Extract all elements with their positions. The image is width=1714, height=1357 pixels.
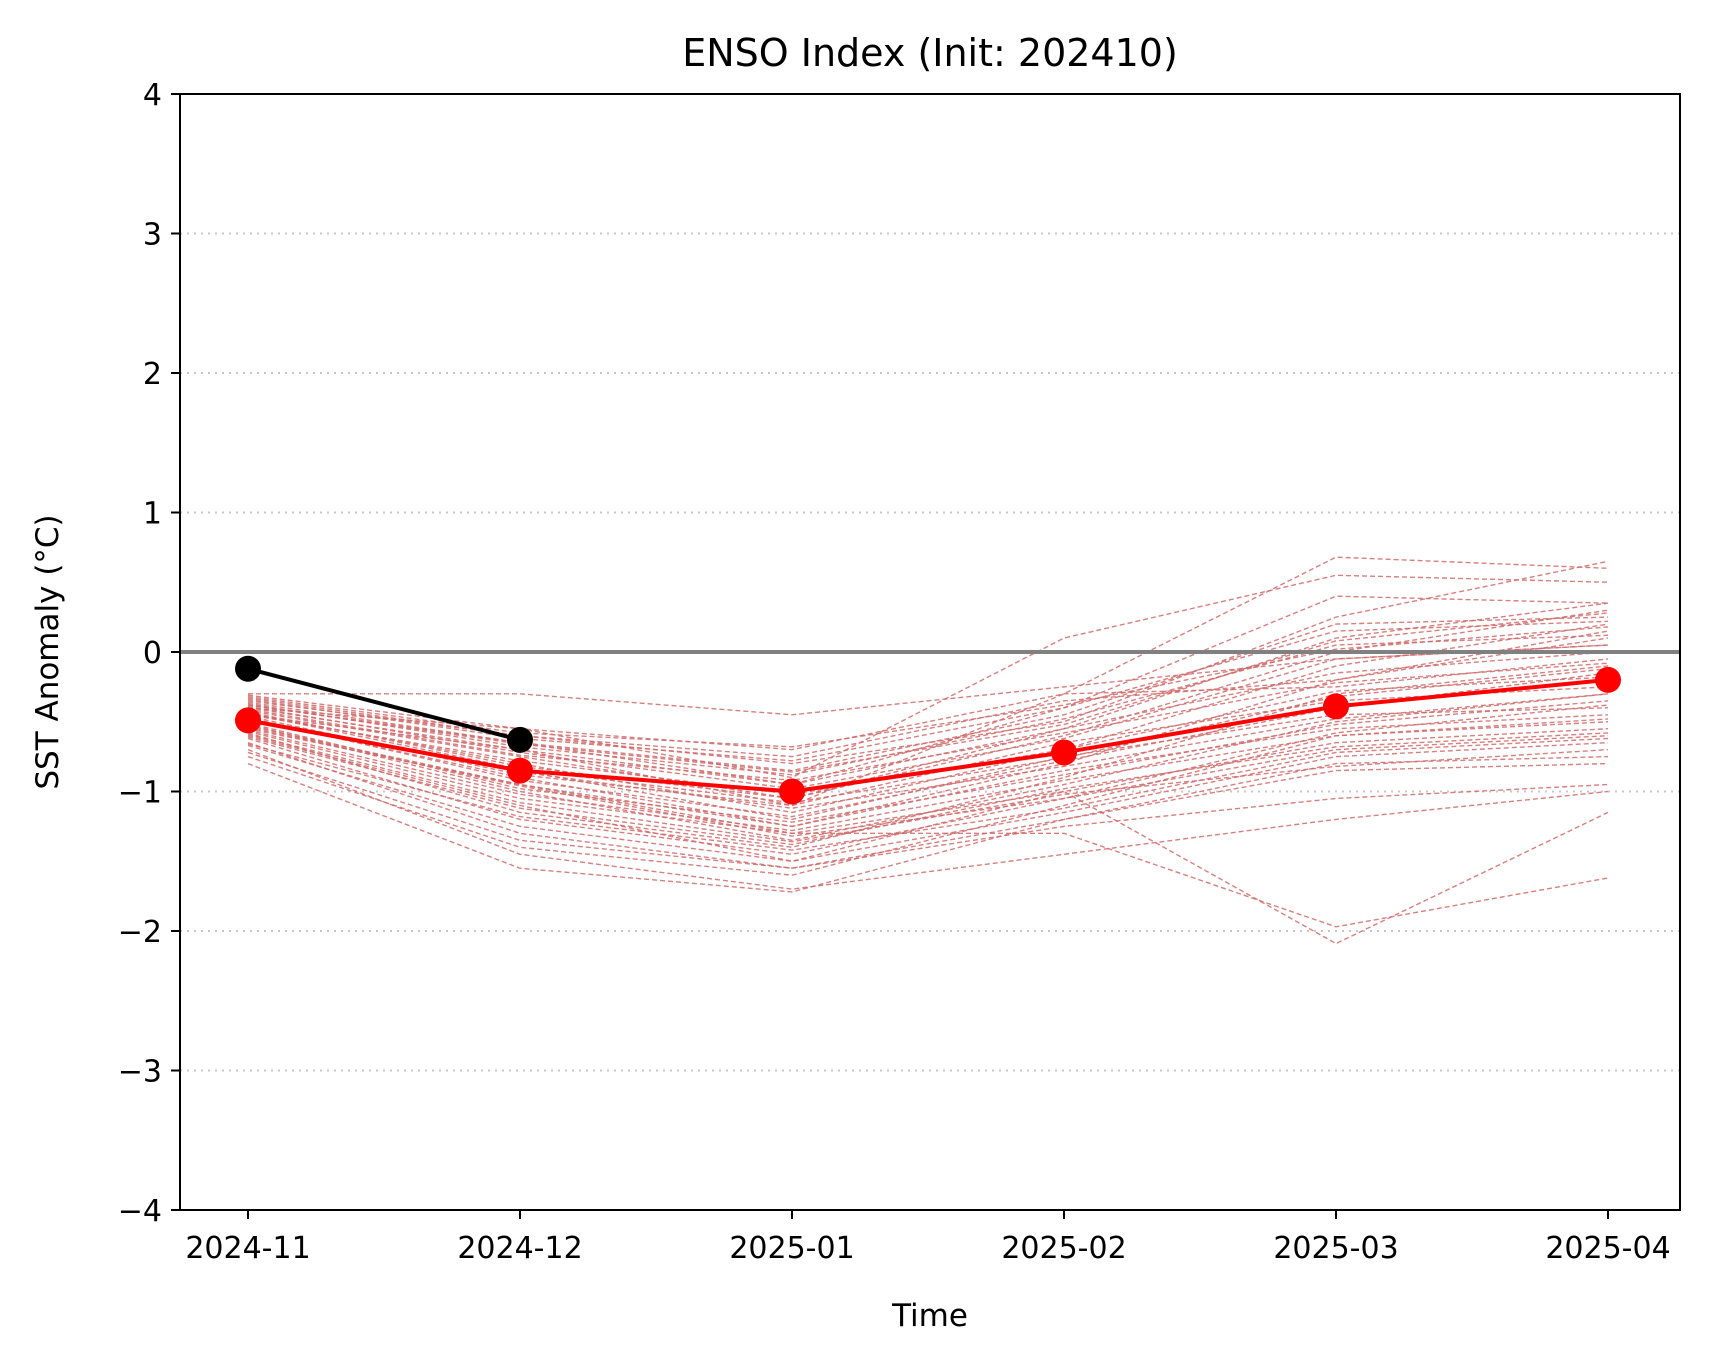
ensemble-member-line xyxy=(247,686,1609,807)
ensemble-member-line xyxy=(247,718,1609,832)
observed-point xyxy=(507,726,533,753)
x-axis-title: Time xyxy=(891,1298,968,1334)
ensemble-member-line xyxy=(247,735,1609,855)
ensemble-member-line xyxy=(247,612,1609,773)
chart-title: ENSO Index (Init: 202410) xyxy=(682,31,1178,75)
ensemble-member-line xyxy=(247,693,1609,842)
ensemble-member-line xyxy=(247,602,1609,786)
y-tick-label: 4 xyxy=(143,78,162,113)
series-layer xyxy=(180,650,1680,805)
ensemble-member-line xyxy=(247,595,1609,786)
observed-point xyxy=(235,655,261,682)
observed-line xyxy=(247,666,521,742)
axis-layer: 4 3 2 1 0 −1 −2 −3 −4 2024-11 2024-12 2025-01 2025-0… xyxy=(118,78,1671,1266)
x-tick-label: 2024-12 xyxy=(457,1231,582,1266)
ensemble-member-line xyxy=(247,741,1609,862)
ensemble-member-line xyxy=(247,755,1609,893)
ensemble-member-line xyxy=(247,737,1609,851)
ensemble-member-line xyxy=(247,637,1609,828)
ensemble-mean-point xyxy=(507,757,533,784)
y-tick-label: 1 xyxy=(143,497,162,532)
y-axis-title: SST Anomaly (°C) xyxy=(30,514,66,789)
ensemble-member-line xyxy=(247,728,1609,835)
ensemble-member-line xyxy=(247,658,1609,751)
ensemble-member-line xyxy=(247,704,1609,837)
ensemble-mean-point xyxy=(1051,739,1077,766)
x-tick-label: 2025-02 xyxy=(1001,1231,1126,1266)
ensemble-member-line xyxy=(247,721,1609,876)
ensemble-mean-point xyxy=(1323,693,1349,720)
y-tick-label: 3 xyxy=(143,218,162,253)
y-tick-label: 2 xyxy=(143,357,162,392)
ensemble-member-line xyxy=(247,668,1609,804)
ensemble-member-line xyxy=(247,751,1609,869)
y-tick-label: −2 xyxy=(118,915,162,950)
ensemble-member-line xyxy=(247,748,1609,890)
ensemble-mean-line xyxy=(247,677,1609,794)
ensemble-member-line xyxy=(247,574,1609,779)
ensemble-member-line xyxy=(247,693,1609,809)
ensemble-member-line xyxy=(247,733,1609,843)
ensemble-member-line xyxy=(247,644,1609,790)
y-tick-label: −3 xyxy=(118,1055,162,1090)
x-tick-label: 2025-01 xyxy=(729,1231,854,1266)
ensemble-member-line xyxy=(247,732,1609,846)
ensemble-layer xyxy=(247,556,1609,945)
y-tick-label: −1 xyxy=(118,776,162,811)
x-tick-label: 2025-03 xyxy=(1273,1231,1398,1266)
x-tick-label: 2025-04 xyxy=(1545,1231,1670,1266)
ensemble-mean-point xyxy=(1595,666,1621,693)
y-tick-label: −4 xyxy=(118,1194,162,1229)
ensemble-member-line xyxy=(247,742,1609,869)
ensemble-member-line xyxy=(247,556,1609,807)
ensemble-mean-point xyxy=(779,778,805,805)
x-tick-label: 2024-11 xyxy=(185,1231,310,1266)
ensemble-member-line xyxy=(247,662,1609,782)
ensemble-member-line xyxy=(247,620,1609,762)
ensemble-member-line xyxy=(247,634,1609,776)
y-tick-label: 0 xyxy=(143,636,162,671)
ensemble-mean-point xyxy=(235,707,261,734)
ensemble-member-line xyxy=(247,700,1609,823)
ensemble-member-line xyxy=(247,728,1609,928)
